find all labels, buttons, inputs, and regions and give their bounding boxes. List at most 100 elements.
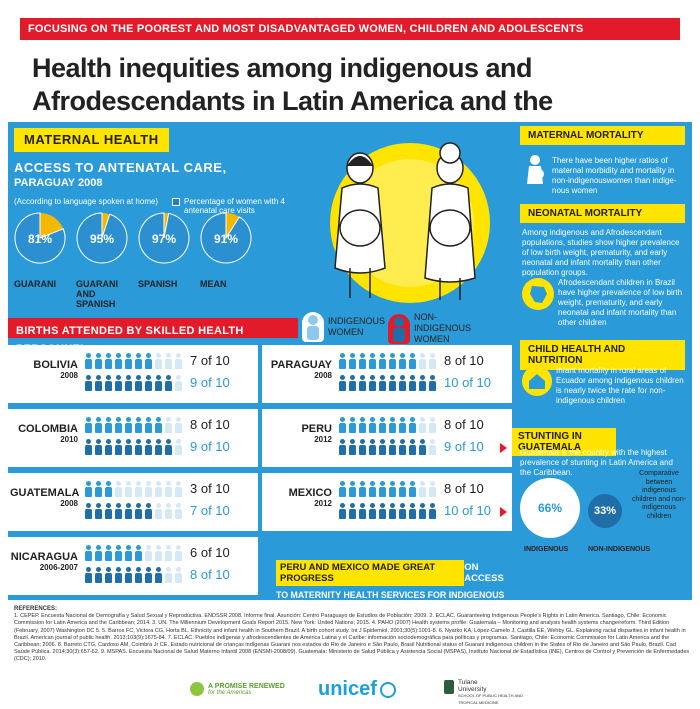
person-icon [94,353,102,369]
country-label: GUATEMALA 2008 [10,487,79,508]
indigenous-people-row [84,417,182,433]
person-icon [104,417,112,433]
births-row-guatemala: GUATEMALA 2008 3 of 10 7 of 10 [8,473,258,531]
neo-text-2: Afrodescendant children in Brazil have h… [558,278,683,327]
person-icon [418,503,426,519]
person-icon [94,417,102,433]
person-icon [388,439,396,455]
unicef-text: unicef [318,678,377,700]
person-icon [358,503,366,519]
country-name: PARAGUAY [270,359,332,371]
pie-slice-value [200,212,252,264]
person-icon [94,567,102,583]
person-icon [428,439,436,455]
indigenous-ratio: 7 of 10 [190,353,230,368]
non-indigenous-people-row [84,375,182,391]
person-icon [368,375,376,391]
person-icon [338,375,346,391]
non-indigenous-people-row [84,567,182,583]
person-icon [134,417,142,433]
non-indigenous-woman-icon [388,313,410,344]
person-icon [378,353,386,369]
person-icon [418,353,426,369]
non-indigenous-people-row [84,439,182,455]
person-icon [348,481,356,497]
pie-slice-value [14,212,66,264]
country-year: 2006-2007 [39,563,78,572]
non-indigenous-people-row [84,503,182,519]
person-icon [378,375,386,391]
country-name: MEXICO [288,487,332,499]
person-icon [84,417,92,433]
indigenous-ratio: 8 of 10 [444,481,484,496]
comparative-text: Comparative between indigenous children … [631,470,687,520]
person-icon [124,481,132,497]
tulane-logo: Tulane University SCHOOL OF PUBLIC HEALT… [444,679,528,706]
person-icon [388,375,396,391]
country-year: 2012 [314,435,332,444]
stunting-heading: STUNTING IN GUATEMALA [512,428,616,456]
person-icon [124,545,132,561]
neo-text-1: Among indigenous and Afrodescendant popu… [522,228,680,277]
person-icon [144,375,152,391]
person-icon [358,375,366,391]
person-icon [114,353,122,369]
person-icon [174,417,182,433]
person-icon [174,375,182,391]
pie-value-label: 81% [28,232,52,246]
person-icon [94,545,102,561]
person-icon [134,375,142,391]
pie-value-label: 97% [152,232,176,246]
promise-icon [190,682,204,696]
pie-legend: Percentage of women with 4 antenatal car… [172,197,302,215]
person-icon [124,503,132,519]
person-icon [368,503,376,519]
maternal-mortality-heading: MATERNAL MORTALITY [520,126,685,145]
pie-svg: 91% [200,212,252,264]
non-indigenous-ratio: 7 of 10 [190,503,230,518]
ind-pct: 66% [537,501,563,515]
country-year: 2008 [60,371,78,380]
person-icon [124,417,132,433]
person-icon [164,375,172,391]
person-icon [174,481,182,497]
progress-line-2: TO MATERNITY HEALTH SERVICES FOR INDIGEN… [276,590,505,610]
person-icon [84,567,92,583]
access-subtitle: PARAGUAY 2008 [14,177,103,189]
maternal-health-heading: MATERNAL HEALTH [24,132,159,147]
person-icon [104,481,112,497]
stunting-ind-circle: 66% [520,478,580,538]
person-icon [174,545,182,561]
non-indigenous-people-row [338,503,436,519]
person-icon [94,375,102,391]
pie-slice-value [76,212,128,264]
person-icon [144,481,152,497]
indigenous-people-row [84,481,182,497]
person-icon [338,503,346,519]
legend-swatch [172,198,180,206]
non-indigenous-ratio: 10 of 10 [444,375,491,390]
progress-suffix: ON ACCESS [464,562,504,584]
pie-category-label: MEAN [200,279,227,289]
indigenous-ratio: 3 of 10 [190,481,230,496]
person-icon [428,417,436,433]
legend-text: Percentage of women with 4 antenatal car… [184,197,285,215]
non-indigenous-people-row [338,439,436,455]
person-icon [154,545,162,561]
person-icon [104,545,112,561]
promise-renewed-logo: A PROMISE RENEWED for the Americas [190,682,285,696]
person-icon [378,417,386,433]
person-icon [428,353,436,369]
person-icon [388,503,396,519]
person-icon [144,545,152,561]
indigenous-woman-figure [334,152,386,298]
person-icon [388,417,396,433]
child-text: Infant mortality in rural areas of Ecuad… [556,366,684,405]
person-icon [398,503,406,519]
person-icon [164,439,172,455]
indigenous-people-row [84,545,182,561]
person-icon [398,375,406,391]
non-indigenous-ratio: 10 of 10 [444,503,491,518]
person-icon [114,545,122,561]
promise-line-1: A PROMISE RENEWED [208,682,285,690]
